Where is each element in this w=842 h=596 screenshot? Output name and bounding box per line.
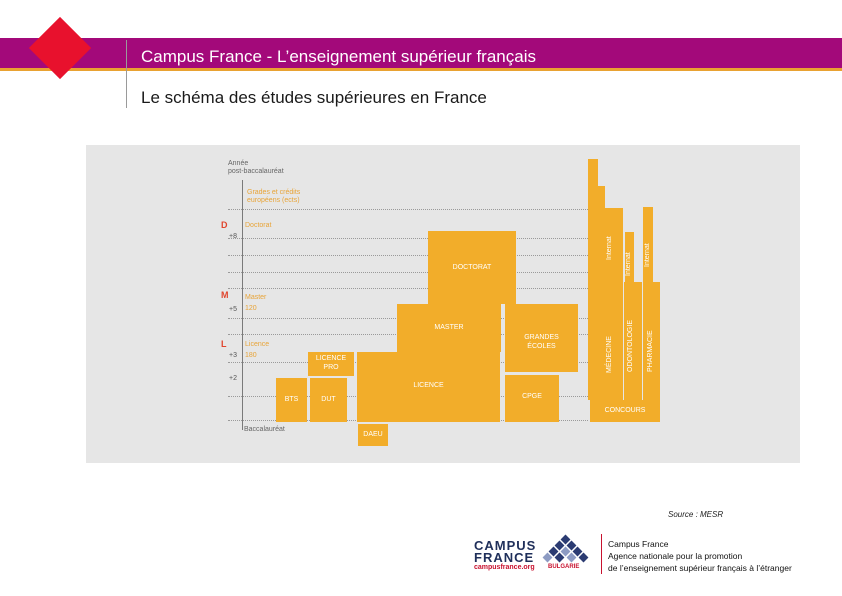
block-doctorat: DOCTORAT — [428, 231, 516, 304]
block-medecine-step1 — [598, 186, 605, 400]
block-bts: BTS — [276, 378, 307, 422]
header-bar — [0, 38, 842, 68]
label-internat-medecine: Internat — [606, 236, 613, 260]
guide-line — [228, 209, 588, 210]
block-licence: LICENCE — [357, 352, 500, 422]
header-divider — [126, 40, 127, 108]
axis-title-line1: Année — [228, 160, 249, 167]
grade-letter-d: D — [221, 220, 228, 230]
header-accent-line — [0, 68, 842, 71]
guide-line — [228, 255, 588, 256]
tick-plus3: +3 — [229, 352, 237, 359]
block-medecine-internat: Internat MÉDECINE — [605, 208, 623, 400]
tick-plus8: +8 — [229, 233, 237, 240]
grade-letter-l: L — [221, 339, 227, 349]
label-pharmacie: PHARMACIE — [647, 330, 654, 372]
tick-plus2: +2 — [229, 375, 237, 382]
block-concours-label: CONCOURS — [604, 407, 646, 414]
guide-line — [228, 238, 588, 239]
footer-logo-line1: CAMPUS — [474, 538, 537, 553]
grade-letter-m: M — [221, 290, 229, 300]
guide-line — [228, 288, 588, 289]
y-axis-line — [242, 180, 243, 430]
block-daeu-label: DAEU — [363, 431, 383, 438]
block-bts-label: BTS — [284, 396, 299, 403]
grade-credits-licence: 180 — [245, 352, 257, 359]
guide-line — [228, 272, 588, 273]
page-title: Campus France - L’enseignement supérieur… — [141, 47, 536, 66]
footer-logo-url: campusfrance.org — [474, 564, 535, 571]
block-licence-pro-label1: LICENCE — [315, 355, 347, 362]
footer-logo-line2: FRANCE — [474, 550, 535, 565]
block-master-label: MASTER — [434, 324, 464, 331]
block-licence-pro: LICENCE PRO — [308, 352, 354, 376]
axis-title-line2: post-baccalauréat — [228, 168, 284, 175]
block-licence-label: LICENCE — [413, 382, 444, 389]
footer-logo-diamond-pattern-icon — [542, 534, 589, 563]
source-note: Source : MESR — [668, 510, 724, 519]
footer-info-line2: Agence nationale pour la promotion — [608, 551, 743, 561]
block-dut-label: DUT — [321, 396, 336, 403]
block-dut: DUT — [310, 378, 347, 422]
label-internat-odontologie: Internat — [625, 252, 632, 276]
block-doctorat-label: DOCTORAT — [452, 264, 492, 271]
footer-info: Campus France Agence nationale pour la p… — [608, 538, 792, 574]
grade-name-master: Master — [245, 294, 267, 301]
footer-info-line3: de l’enseignement supérieur français à l… — [608, 563, 792, 573]
label-medecine: MÉDECINE — [606, 336, 613, 373]
baccalaureat-label: Baccalauréat — [244, 426, 285, 433]
grade-credits-master: 120 — [245, 305, 257, 312]
block-pharmacie: PHARMACIE — [643, 282, 660, 400]
block-grandes-ecoles-label1: GRANDES — [524, 334, 559, 341]
label-internat-pharmacie: Internat — [644, 243, 651, 267]
block-cpge-label: CPGE — [522, 393, 542, 400]
block-cpge: CPGE — [505, 375, 559, 422]
footer-logo-country: BULGARIE — [548, 564, 580, 570]
block-odontologie: ODONTOLOGIE — [624, 282, 642, 400]
ects-label-line2: européens (ects) — [247, 197, 300, 204]
block-grandes-ecoles: GRANDES ÉCOLES — [505, 304, 578, 372]
block-grandes-ecoles-label2: ÉCOLES — [527, 343, 556, 350]
footer-logo: CAMPUS FRANCE campusfrance.org — [474, 538, 537, 571]
grade-name-licence: Licence — [245, 341, 270, 348]
page-subtitle: Le schéma des études supérieures en Fran… — [141, 88, 487, 107]
block-concours: CONCOURS — [590, 400, 660, 422]
block-medecine-upper — [588, 159, 598, 400]
label-odontologie: ODONTOLOGIE — [627, 320, 634, 372]
ects-label-line1: Grades et crédits — [247, 189, 301, 196]
block-licence-pro-label2: PRO — [323, 364, 339, 371]
block-master: MASTER — [397, 304, 501, 352]
grade-name-doctorat: Doctorat — [245, 222, 272, 229]
footer-info-line1: Campus France — [608, 539, 669, 549]
footer-divider — [601, 534, 602, 574]
tick-plus5: +5 — [229, 306, 237, 313]
block-daeu: DAEU — [358, 424, 388, 446]
